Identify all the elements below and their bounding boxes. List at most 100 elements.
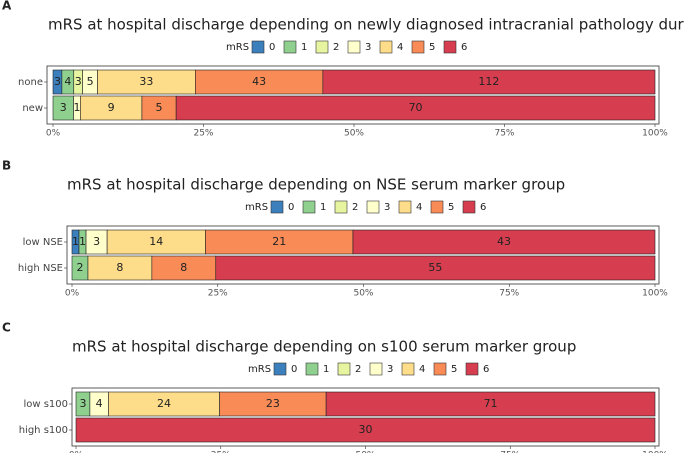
data-label: 3 bbox=[79, 397, 86, 410]
data-label: 23 bbox=[266, 397, 280, 410]
legend-swatch bbox=[334, 200, 348, 214]
legend-title: mRS bbox=[248, 364, 271, 375]
bar-segment bbox=[87, 255, 153, 281]
x-tick-label: 100% bbox=[642, 129, 668, 139]
bar-segment bbox=[80, 95, 143, 121]
x-tick-label: 75% bbox=[494, 129, 514, 139]
x-tick-label: 100% bbox=[642, 289, 668, 299]
panel-letter: B bbox=[2, 159, 11, 173]
legend-label: 6 bbox=[480, 202, 486, 213]
legend-label: 3 bbox=[384, 202, 390, 213]
data-label: 30 bbox=[359, 423, 373, 436]
legend-swatch bbox=[430, 200, 444, 214]
y-tick-label: low s100 bbox=[23, 399, 68, 410]
bar-segment bbox=[175, 95, 656, 121]
data-label: 8 bbox=[116, 261, 123, 274]
data-label: 71 bbox=[484, 397, 498, 410]
legend-label: 4 bbox=[416, 202, 422, 213]
legend-label: 1 bbox=[301, 42, 307, 53]
data-label: 1 bbox=[72, 235, 79, 248]
data-label: 2 bbox=[76, 261, 83, 274]
data-label: 1 bbox=[73, 101, 80, 114]
legend-swatch bbox=[270, 200, 284, 214]
legend-title: mRS bbox=[245, 202, 268, 213]
x-tick-label: 50% bbox=[344, 129, 364, 139]
data-label: 24 bbox=[157, 397, 171, 410]
data-label: 5 bbox=[156, 101, 163, 114]
y-tick-label: high s100 bbox=[19, 425, 68, 436]
x-tick-label: 50% bbox=[355, 451, 375, 453]
data-label: 70 bbox=[409, 101, 423, 114]
legend-swatch bbox=[401, 362, 415, 376]
bar-segment bbox=[195, 69, 324, 95]
data-label: 9 bbox=[108, 101, 115, 114]
x-tick-label: 75% bbox=[500, 451, 520, 453]
data-label: 14 bbox=[149, 235, 163, 248]
legend-title: mRS bbox=[226, 42, 249, 53]
data-label: 4 bbox=[64, 75, 71, 88]
data-label: 3 bbox=[93, 235, 100, 248]
bar-segment bbox=[151, 255, 217, 281]
legend-swatch bbox=[379, 40, 393, 54]
panel-letter: C bbox=[2, 321, 11, 335]
legend-swatch bbox=[273, 362, 287, 376]
x-tick-label: 75% bbox=[499, 289, 519, 299]
panel-letter: A bbox=[2, 0, 12, 13]
y-tick-label: new bbox=[22, 103, 43, 114]
x-tick-label: 0% bbox=[65, 289, 80, 299]
x-tick-label: 100% bbox=[642, 451, 668, 453]
bar-segment bbox=[352, 229, 656, 255]
bar-segment bbox=[75, 417, 656, 443]
legend-swatch bbox=[411, 40, 425, 54]
legend-label: 2 bbox=[355, 364, 361, 375]
bar-segment bbox=[325, 391, 656, 417]
legend-swatch bbox=[369, 362, 383, 376]
legend-swatch bbox=[462, 200, 476, 214]
legend-swatch bbox=[283, 40, 297, 54]
data-label: 33 bbox=[139, 75, 153, 88]
x-tick-label: 50% bbox=[353, 289, 373, 299]
legend-label: 5 bbox=[451, 364, 457, 375]
legend-label: 6 bbox=[483, 364, 489, 375]
chart-title: mRS at hospital discharge depending on s… bbox=[72, 338, 576, 356]
data-label: 3 bbox=[60, 101, 67, 114]
data-label: 43 bbox=[497, 235, 511, 248]
legend-label: 2 bbox=[333, 42, 339, 53]
data-label: 112 bbox=[478, 75, 499, 88]
y-tick-label: low NSE bbox=[23, 237, 63, 248]
legend-label: 3 bbox=[365, 42, 371, 53]
legend-label: 0 bbox=[269, 42, 275, 53]
bar-segment bbox=[322, 69, 656, 95]
legend-swatch bbox=[315, 40, 329, 54]
data-label: 1 bbox=[79, 235, 86, 248]
data-label: 21 bbox=[272, 235, 286, 248]
x-tick-label: 25% bbox=[211, 451, 231, 453]
data-label: 3 bbox=[75, 75, 82, 88]
chart-title: mRS at hospital discharge depending on N… bbox=[67, 176, 565, 194]
x-tick-label: 25% bbox=[193, 129, 213, 139]
legend-label: 0 bbox=[288, 202, 294, 213]
y-tick-label: none bbox=[18, 77, 43, 88]
x-tick-label: 0% bbox=[46, 129, 61, 139]
legend-swatch bbox=[398, 200, 412, 214]
legend-label: 2 bbox=[352, 202, 358, 213]
legend-swatch bbox=[337, 362, 351, 376]
data-label: 4 bbox=[96, 397, 103, 410]
legend-swatch bbox=[366, 200, 380, 214]
legend-label: 1 bbox=[320, 202, 326, 213]
legend-swatch bbox=[251, 40, 265, 54]
data-label: 55 bbox=[428, 261, 442, 274]
legend-swatch bbox=[302, 200, 316, 214]
x-tick-label: 25% bbox=[208, 289, 228, 299]
legend-swatch bbox=[305, 362, 319, 376]
legend-swatch bbox=[443, 40, 457, 54]
legend-label: 3 bbox=[387, 364, 393, 375]
legend-label: 1 bbox=[323, 364, 329, 375]
bar-segment bbox=[215, 255, 656, 281]
legend-label: 5 bbox=[448, 202, 454, 213]
legend-label: 5 bbox=[429, 42, 435, 53]
legend-label: 6 bbox=[461, 42, 467, 53]
data-label: 43 bbox=[252, 75, 266, 88]
legend-label: 0 bbox=[291, 364, 297, 375]
